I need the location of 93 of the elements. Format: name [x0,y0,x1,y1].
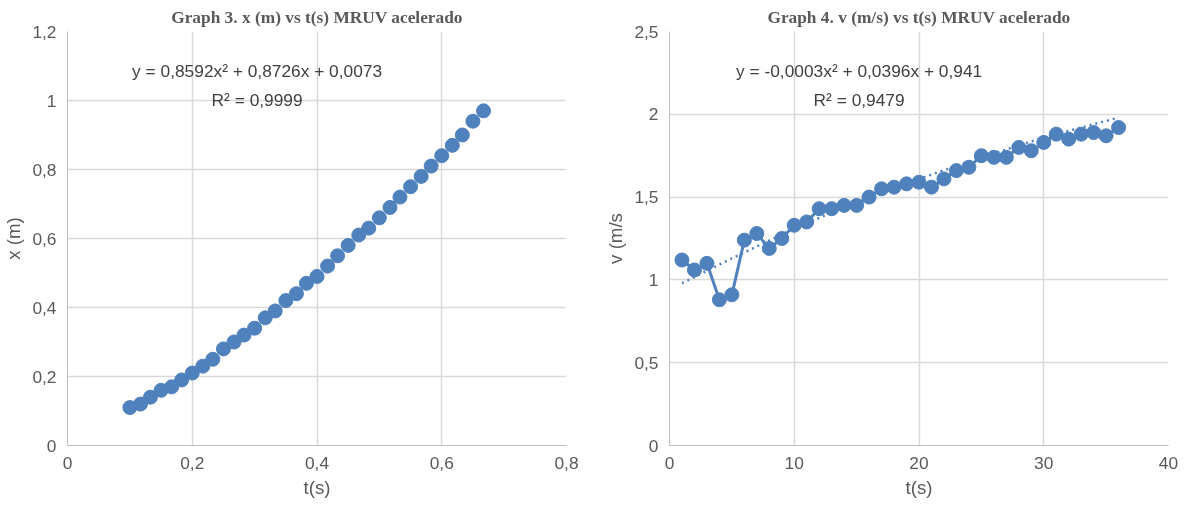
point [298,275,314,291]
point [948,163,964,179]
point [236,327,252,343]
x-tick-label: 0,4 [304,452,330,473]
point [1011,139,1027,155]
point [724,287,740,303]
x-axis-title: t(s) [303,476,331,498]
x-tick-label: 0,8 [554,452,579,473]
point [132,396,148,412]
x-tick-label: 10 [784,452,804,473]
point [761,240,777,256]
x-tick-label: 30 [1034,452,1054,473]
point [330,248,346,264]
point [423,158,439,174]
point [1098,128,1114,144]
point [267,303,283,319]
x-tick-label: 0,6 [429,452,454,473]
point [247,320,263,336]
y-tick-label: 2,5 [634,21,659,42]
point [824,201,840,217]
x-tick-label: 0,2 [180,452,205,473]
point [476,103,492,119]
point [936,171,952,187]
y-tick-label: 2 [648,104,659,125]
x-axis-title: t(s) [905,476,933,498]
y-tick-label: 1 [648,269,659,290]
y-tick-label: 0,8 [32,159,57,180]
point [351,227,367,243]
point [320,258,336,274]
y-axis-title: v (m/s [605,213,627,264]
y-tick-label: 0,5 [634,352,659,373]
point [799,214,815,230]
point [961,159,977,175]
point [465,113,481,129]
point [142,389,158,405]
y-tick-label: 0 [648,435,659,456]
y-tick-label: 1,5 [634,187,659,208]
point [215,341,231,357]
point [1061,131,1077,147]
point [413,168,429,184]
point [911,174,927,190]
point [736,232,752,248]
point [1086,125,1102,140]
x-tick-label: 40 [1158,452,1179,473]
point [454,127,470,143]
point [174,372,190,388]
point [340,237,356,253]
point [1036,134,1052,150]
x-tick-label: 0 [664,452,675,473]
point [1111,120,1127,136]
point [382,199,398,215]
annotation: R² = 0,9999 [211,90,303,111]
point [257,310,273,326]
point [205,351,221,367]
point [371,210,387,226]
point [861,189,877,205]
point [674,252,690,268]
point [164,379,180,395]
point [749,226,765,242]
point [444,137,460,153]
y-tick-label: 0,4 [32,297,57,318]
point [288,286,304,302]
point [309,268,325,284]
y-axis-title: x (m) [3,217,25,260]
y-tick-label: 0,2 [32,366,57,387]
chart-title: Graph 4. v (m/s) vs t(s) MRUV acelerado [767,7,1071,27]
point [434,148,450,164]
point [392,189,408,205]
point [184,365,200,381]
point [278,293,294,309]
point [1023,143,1039,159]
point [998,149,1014,165]
point [711,292,727,308]
y-tick-label: 0 [46,435,57,456]
y-tick-label: 1,2 [32,21,57,42]
annotation: y = 0,8592x² + 0,8726x + 0,0073 [132,61,383,82]
y-tick-label: 1 [46,90,57,111]
x-tick-label: 0 [62,452,73,473]
annotation: y = -0,0003x² + 0,0396x + 0,941 [736,61,983,82]
y-tick-label: 0,6 [32,228,57,249]
chart-title: Graph 3. x (m) vs t(s) MRUV acelerado [171,7,463,27]
annotation: R² = 0,9479 [813,90,905,111]
point [686,262,702,278]
point [403,179,419,195]
x-tick-label: 20 [909,452,929,473]
point [774,231,790,246]
point [195,358,211,374]
point [849,197,865,213]
point [226,334,242,350]
point [923,179,939,195]
point [811,201,827,217]
point [361,220,377,236]
point [699,255,715,271]
